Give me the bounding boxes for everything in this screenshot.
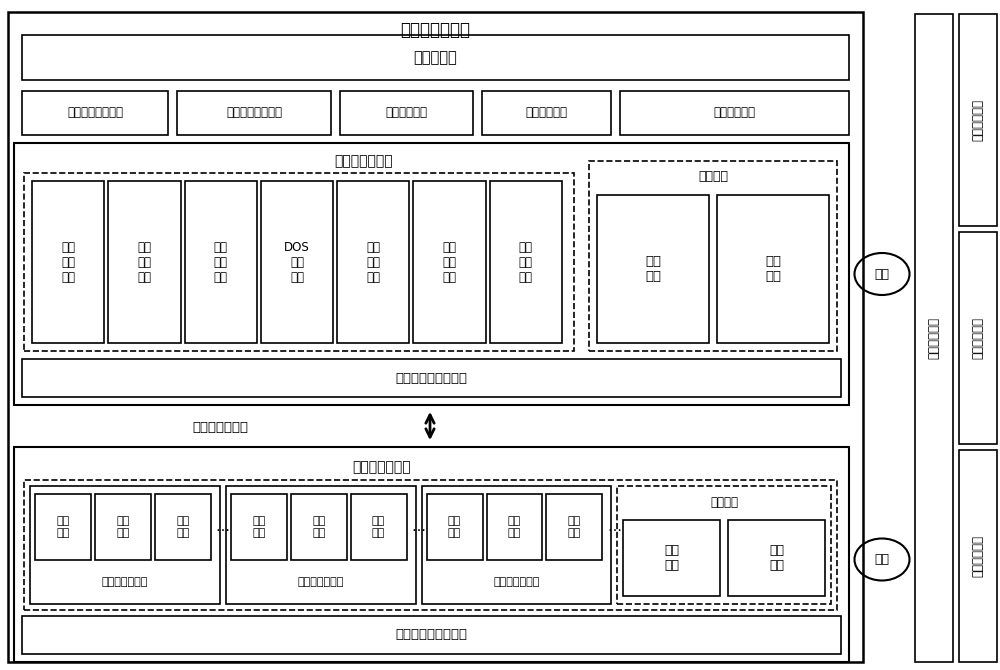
Text: 物联网靶场环境: 物联网靶场环境 [493,577,540,587]
Text: 数据分析模块: 数据分析模块 [972,535,985,577]
Bar [226,486,416,604]
Text: 漏洞
挖掘
工具: 漏洞 挖掘 工具 [366,241,380,283]
Text: 系统参数配置模块: 系统参数配置模块 [67,107,123,119]
Bar [623,520,720,596]
Bar [422,486,611,604]
Bar [24,480,837,610]
Text: 工控网靶场环境: 工控网靶场环境 [297,577,344,587]
Text: DOS
攻击
工具: DOS 攻击 工具 [284,241,310,283]
Bar [589,161,837,351]
Bar [32,181,104,343]
Bar [337,181,409,343]
Text: 可视化模块: 可视化模块 [414,50,457,65]
Bar [185,181,257,343]
Bar [22,91,168,135]
Text: 攻防指控子系统: 攻防指控子系统 [401,21,471,39]
Bar [728,520,825,596]
Bar [231,494,287,560]
Bar [22,359,841,397]
Text: 环境仿真子系统: 环境仿真子系统 [352,460,411,474]
Text: 工具套件: 工具套件 [698,170,728,182]
Bar [22,35,849,80]
Bar [8,12,863,662]
Text: 智能
交通: 智能 交通 [508,516,521,538]
Text: 蜜罐装备: 蜜罐装备 [710,496,738,509]
Text: 态势感知模块: 态势感知模块 [972,317,985,359]
Text: 门户
官网: 门户 官网 [56,516,70,538]
Text: 用户管理模块: 用户管理模块 [385,107,427,119]
Text: 主机
蜜罐: 主机 蜜罐 [664,544,679,572]
Bar [959,14,997,226]
Text: 资源管理模块: 资源管理模块 [714,107,756,119]
Bar [261,181,333,343]
Bar [108,181,181,343]
Text: 实验
平台: 实验 平台 [252,516,265,538]
Text: 互联网靶场环境: 互联网靶场环境 [102,577,148,587]
Text: 电商
平台: 电商 平台 [176,516,189,538]
Bar [340,91,473,135]
Bar [413,181,486,343]
Text: 漏洞
利用
工具: 漏洞 利用 工具 [137,241,151,283]
Text: 临机
取证: 临机 取证 [645,255,661,283]
Bar [959,450,997,662]
Bar [482,91,611,135]
Text: 社交
媒体: 社交 媒体 [116,516,130,538]
Text: 任务管理模块: 任务管理模块 [526,107,568,119]
Bar [35,494,91,560]
Text: 视频
监控: 视频 监控 [448,516,461,538]
Text: 数据采集模块: 数据采集模块 [928,317,940,359]
Bar [717,195,829,343]
Bar [487,494,542,560]
Text: 内网
渗透
工具: 内网 渗透 工具 [443,241,457,283]
Bar [155,494,211,560]
Text: 攻击模拟子系统: 攻击模拟子系统 [335,154,393,168]
Bar [351,494,407,560]
Text: …: … [216,520,230,534]
Text: …: … [412,520,426,534]
Text: 网络攻防数据流: 网络攻防数据流 [192,421,248,433]
Bar [24,173,574,351]
Text: 门禁
网络: 门禁 网络 [568,516,581,538]
Text: 移动
靶场: 移动 靶场 [312,516,325,538]
Text: 扫描
探测
工具: 扫描 探测 工具 [61,241,75,283]
Bar [177,91,331,135]
Text: 业务环境控制模块: 业务环境控制模块 [226,107,282,119]
Bar [617,486,831,604]
Bar [30,486,220,604]
Bar [14,447,849,662]
Text: 专网
仿真: 专网 仿真 [372,516,385,538]
Text: 密取
武器: 密取 武器 [765,255,781,283]
Text: 效果评估模块: 效果评估模块 [972,99,985,141]
Text: …: … [607,520,621,534]
Text: 探针: 探针 [874,267,890,281]
Bar [427,494,483,560]
Text: 应用
蜜罐: 应用 蜜罐 [769,544,784,572]
Text: 虚拟化仿真支撑模块: 虚拟化仿真支撑模块 [395,371,467,385]
Bar [22,616,841,654]
Text: 密码
破解
工具: 密码 破解 工具 [519,241,533,283]
Bar [14,143,849,405]
Bar [95,494,151,560]
Bar [915,14,953,662]
Bar [620,91,849,135]
Text: 虚拟化仿真支撑模块: 虚拟化仿真支撑模块 [395,628,467,641]
Bar [959,232,997,444]
Bar [597,195,709,343]
Bar [291,494,347,560]
Text: 探针: 探针 [874,553,890,566]
Text: 远程
控守
工具: 远程 控守 工具 [214,241,228,283]
Bar [546,494,602,560]
Bar [490,181,562,343]
